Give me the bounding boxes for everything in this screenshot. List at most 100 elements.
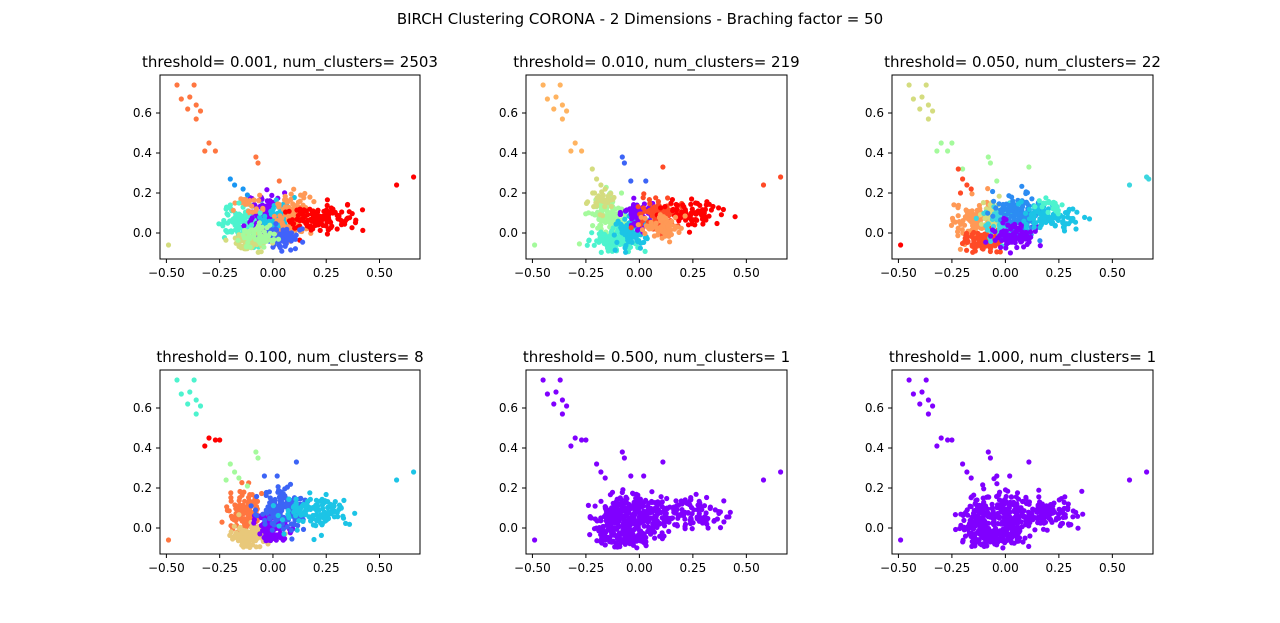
scatter-point — [917, 401, 923, 407]
scatter-point — [185, 106, 191, 112]
scatter-point — [957, 246, 964, 252]
scatter-point — [985, 154, 991, 160]
scatter-point — [611, 232, 617, 238]
y-tick-label: 0.6 — [133, 401, 152, 415]
scatter-point — [945, 148, 951, 154]
scatter-point — [344, 202, 351, 208]
scatter-point — [998, 532, 1004, 539]
scatter-point — [704, 521, 710, 527]
scatter-point — [991, 198, 997, 204]
scatter-point — [360, 227, 366, 233]
scatter-point — [699, 507, 705, 513]
y-tick-label: 0.0 — [133, 226, 152, 240]
scatter-point — [228, 529, 234, 535]
scatter-point — [975, 538, 981, 544]
scatter-point — [662, 509, 668, 515]
scatter-point — [1003, 245, 1009, 251]
scatter-point — [639, 503, 645, 509]
scatter-point — [300, 526, 307, 533]
scatter-point — [1080, 511, 1086, 517]
scatter-point — [237, 524, 243, 531]
scatter-point — [660, 164, 666, 170]
scatter-point — [599, 189, 605, 195]
scatter-point — [619, 449, 625, 455]
scatter-point — [999, 230, 1005, 236]
scatter-point — [647, 201, 653, 207]
scatter-point — [187, 389, 193, 395]
scatter-point — [964, 234, 971, 240]
scatter-point — [294, 527, 300, 533]
scatter-point — [602, 542, 608, 548]
scatter-point — [664, 495, 670, 502]
scatter-point — [202, 443, 208, 449]
scatter-point — [341, 497, 347, 503]
scatter-point — [553, 94, 559, 100]
x-tick-label: −0.25 — [201, 561, 238, 575]
scatter-point — [334, 226, 340, 232]
scatter-point — [637, 510, 644, 516]
scatter-point — [687, 497, 694, 503]
scatter-point — [602, 475, 608, 481]
scatter-point — [609, 532, 615, 538]
scatter-point — [231, 517, 237, 523]
scatter-point — [269, 520, 275, 527]
scatter-point — [1018, 505, 1024, 511]
scatter-point — [925, 411, 932, 417]
scatter-point — [191, 377, 197, 383]
subplot-title: threshold= 0.010, num_clusters= 219 — [513, 53, 799, 72]
scatter-point — [1023, 210, 1029, 216]
scatter-point — [732, 214, 738, 220]
scatter-point — [686, 229, 693, 235]
scatter-point — [960, 461, 966, 467]
scatter-point — [662, 204, 668, 210]
scatter-point — [250, 209, 256, 215]
scatter-point — [165, 242, 172, 248]
scatter-point — [324, 202, 330, 209]
scatter-point — [236, 232, 242, 238]
axes-frame — [891, 74, 1154, 260]
scatter-point — [656, 521, 662, 527]
scatter-point — [654, 510, 661, 516]
cluster-points — [165, 537, 172, 543]
cluster-points — [223, 200, 263, 228]
y-tick-label: 0.2 — [499, 481, 518, 495]
scatter-point — [700, 221, 706, 227]
scatter-point — [579, 437, 585, 443]
scatter-point — [614, 239, 620, 245]
scatter-point — [910, 391, 917, 397]
scatter-point — [286, 496, 292, 502]
scatter-point — [264, 187, 270, 193]
scatter-point — [609, 489, 616, 495]
scatter-point — [658, 205, 664, 211]
scatter-point — [665, 222, 671, 228]
scatter-point — [689, 511, 695, 517]
scatter-point — [949, 215, 956, 221]
scatter-point — [1068, 522, 1074, 528]
scatter-points — [532, 82, 784, 255]
scatter-point — [255, 249, 261, 255]
scatter-point — [241, 235, 247, 241]
scatter-point — [641, 473, 647, 479]
cluster-points — [532, 242, 538, 248]
scatter-point — [1126, 182, 1133, 188]
scatter-point — [279, 215, 285, 221]
scatter-point — [265, 233, 271, 239]
scatter-point — [988, 245, 994, 251]
scatter-point — [992, 241, 998, 248]
scatter-point — [246, 498, 252, 504]
scatter-point — [267, 495, 273, 501]
scatter-point — [696, 510, 702, 517]
scatter-point — [1003, 493, 1009, 500]
scatter-point — [616, 536, 623, 542]
scatter-point — [955, 166, 961, 172]
scatter-point — [323, 491, 329, 498]
scatter-point — [293, 459, 299, 465]
scatter-point — [271, 231, 277, 237]
scatter-point — [674, 206, 680, 212]
scatter-point — [975, 230, 981, 236]
scatter-point — [969, 242, 975, 248]
scatter-point — [262, 213, 268, 219]
scatter-point — [690, 520, 696, 526]
scatter-point — [269, 527, 275, 533]
scatter-point — [654, 225, 661, 231]
